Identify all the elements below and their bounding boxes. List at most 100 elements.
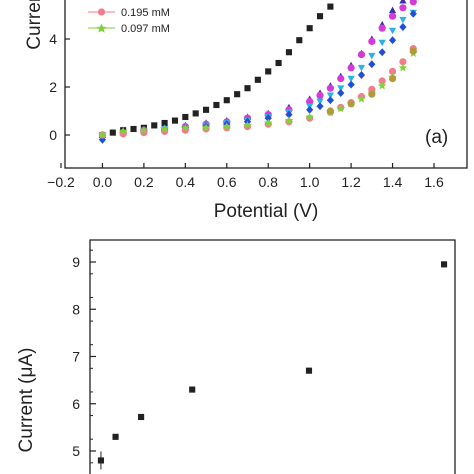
panel-a-point-s4: [357, 71, 366, 79]
panel-a-point-s4: [337, 89, 345, 97]
panel-a-point-s4: [98, 135, 107, 144]
panel-a-point-s0: [234, 91, 241, 98]
panel-a-point-s6: [181, 123, 190, 132]
panel-a-point-s3: [388, 27, 397, 35]
legend-label-0097: 0.097 mM: [121, 23, 170, 35]
panel-b-y-tick-label: 6: [72, 396, 80, 412]
panel-a-point-s6: [201, 123, 211, 132]
panel-a-x-tick-label: 1.4: [383, 174, 403, 190]
panel-a-point-s2: [347, 64, 355, 72]
panel-a-point-s6: [357, 94, 366, 103]
legend-marker-0195: [97, 8, 106, 16]
panel-a-x-tick-label: 0.4: [176, 174, 196, 190]
panel-b-y-tick-label: 9: [72, 254, 80, 270]
panel-a-point-s4: [316, 102, 324, 111]
panel-b-point: [112, 433, 119, 440]
panel-a-point-s0: [327, 3, 334, 10]
panel-a-point-s0: [130, 125, 137, 133]
panel-b-point: [97, 457, 105, 464]
panel-a-point-s3: [326, 92, 334, 99]
panel-a-point-s1: [388, 6, 397, 14]
panel-a-point-s6: [377, 81, 387, 90]
panel-a-point-s0: [244, 85, 251, 92]
panel-a-point-s3: [368, 52, 376, 60]
panel-a-point-s0: [285, 49, 293, 56]
panel-a-y-axis-title: Current: [24, 0, 45, 50]
panel-b-ticks: 5 6 7 8 9: [72, 249, 96, 464]
panel-a-point-s6: [336, 104, 346, 113]
panel-a-x-tick-label: 0.8: [258, 174, 278, 190]
panel-a-point-s0: [192, 110, 199, 117]
panel-a-y-tick-label: 0: [49, 127, 57, 143]
panel-a-point-s2: [399, 4, 407, 12]
panel-a-point-s6: [160, 124, 169, 133]
panel-a-point-s2: [378, 24, 386, 32]
panel-a-point-s6: [263, 118, 273, 127]
panel-a-point-s5: [378, 77, 386, 85]
legend-marker-0097: [96, 23, 107, 33]
panel-a-point-s0: [161, 119, 168, 127]
panel-a-point-s0: [171, 117, 179, 124]
panel-a-ticks: −0.2 0.0 0.2 0.4 0.6 0.8 1.0 1.2 1.4 1.6 0 2 4: [47, 31, 444, 190]
panel-a-x-axis-title: Potential (V): [214, 201, 319, 222]
panel-a-point-s0: [254, 76, 261, 83]
panel-a-point-s2: [306, 97, 314, 105]
panel-a-point-s2: [326, 84, 334, 92]
panel-a-point-s4: [347, 80, 355, 89]
panel-a-point-s3: [316, 98, 324, 105]
legend-label-0195: 0.195 mM: [121, 7, 170, 19]
panel-a-point-s2: [388, 12, 397, 20]
panel-a-point-s3: [357, 64, 366, 72]
panel-a-point-s4: [326, 96, 334, 105]
panel-a-point-s2: [316, 91, 324, 99]
panel-a-point-s3: [399, 16, 407, 24]
panel-b-point: [305, 367, 313, 374]
panel-a-point-s0: [306, 25, 313, 32]
panel-a-point-s0: [151, 122, 158, 129]
panel-a-point-s0: [265, 68, 272, 75]
panel-a-point-s6: [398, 63, 408, 72]
panel-a-point-s4: [378, 48, 386, 57]
panel-a-point-s3: [378, 39, 386, 47]
panel-a-point-s4: [388, 36, 397, 45]
legend: 0.195 mM 0.097 mM: [88, 7, 170, 35]
panel-b-point: [440, 261, 448, 268]
panel-a-point-s6: [284, 116, 294, 125]
panel-a-x-tick-label: 1.6: [424, 174, 444, 190]
panel-b-y-tick-label: 8: [72, 301, 80, 317]
panel-b-y-tick-label: 5: [72, 443, 80, 459]
panel-b-y-tick-label: 7: [72, 349, 80, 365]
panel-a-x-tick-label: 1.0: [300, 174, 320, 190]
panel-b-point: [189, 386, 196, 393]
panel-a-point-s2: [337, 75, 345, 83]
panel-a-point-s6: [243, 120, 252, 130]
panel-a: −0.2 0.0 0.2 0.4 0.6 0.8 1.0 1.2 1.4 1.6 0 2 4 Curre…: [24, 0, 468, 222]
panel-a-y-tick-label: 4: [49, 31, 57, 47]
panel-b-point: [138, 413, 145, 421]
panel-a-point-s4: [306, 105, 314, 114]
panel-a-point-s7: [388, 75, 397, 83]
panel-a-point-s4: [368, 60, 376, 69]
panel-a-point-s0: [296, 37, 303, 44]
panel-a-point-s3: [337, 85, 345, 92]
panel-a-point-s2: [409, 0, 417, 6]
panel-a-label: (a): [425, 127, 448, 148]
panel-a-point-s7: [409, 47, 417, 55]
panel-a-point-s4: [409, 9, 417, 18]
panel-a-y-tick-label: 2: [49, 79, 57, 95]
panel-a-points: [98, 0, 418, 144]
panel-a-point-s7: [347, 100, 355, 108]
panel-a-point-s2: [368, 37, 376, 46]
panel-a-frame: [64, 0, 468, 169]
panel-a-point-s6: [305, 112, 314, 121]
panel-a-x-tick-label: 0.0: [93, 174, 113, 190]
panel-a-x-tick-label: 1.2: [341, 174, 361, 190]
panel-a-point-s4: [264, 114, 272, 123]
panel-a-point-s0: [202, 106, 210, 113]
panel-a-point-s5: [399, 58, 407, 66]
panel-a-point-s6: [139, 125, 149, 134]
panel-b-y-axis-title: Current (μA): [16, 348, 37, 453]
panel-a-x-tick-label: −0.2: [47, 174, 75, 190]
panel-b: 5 6 7 8 9 Current (μA): [16, 239, 456, 474]
